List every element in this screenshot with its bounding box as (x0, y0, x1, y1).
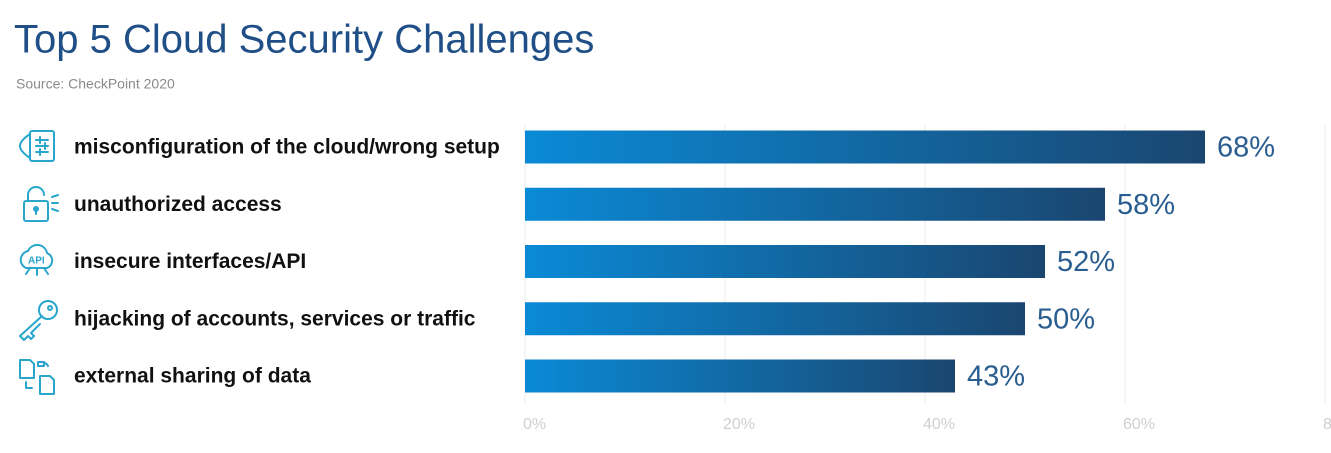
value-label: 58% (1117, 189, 1175, 221)
category-label: external sharing of data (74, 365, 311, 388)
bar (525, 302, 1025, 336)
category-label: hijacking of accounts, services or traff… (74, 307, 476, 330)
value-label: 52% (1057, 246, 1115, 278)
x-tick-label: 20% (723, 416, 755, 433)
bar (525, 130, 1205, 164)
icon-lock (23, 186, 59, 222)
icon-api: API (19, 243, 54, 276)
bar (525, 359, 955, 393)
category-label: unauthorized access (74, 193, 282, 216)
icons: API (19, 130, 59, 395)
chart-subtitle: Source: CheckPoint 2020 (16, 76, 175, 92)
chart-title: Top 5 Cloud Security Challenges (14, 18, 594, 62)
x-tick-label: 60% (1123, 416, 1155, 433)
icon-files (19, 359, 55, 395)
bar (525, 187, 1105, 221)
value-label: 68% (1217, 132, 1275, 164)
x-tick-label: 80% (1323, 416, 1331, 433)
value-label: 43% (967, 361, 1025, 393)
category-label: insecure interfaces/API (74, 250, 306, 273)
bar (525, 245, 1045, 278)
x-tick-label: 0% (523, 416, 546, 433)
icon-settings (19, 130, 55, 162)
value-label: 50% (1037, 303, 1095, 335)
svg-text:API: API (28, 256, 45, 267)
x-tick-label: 40% (923, 416, 955, 433)
category-label: misconfiguration of the cloud/wrong setu… (74, 136, 500, 159)
icon-key (19, 300, 58, 341)
